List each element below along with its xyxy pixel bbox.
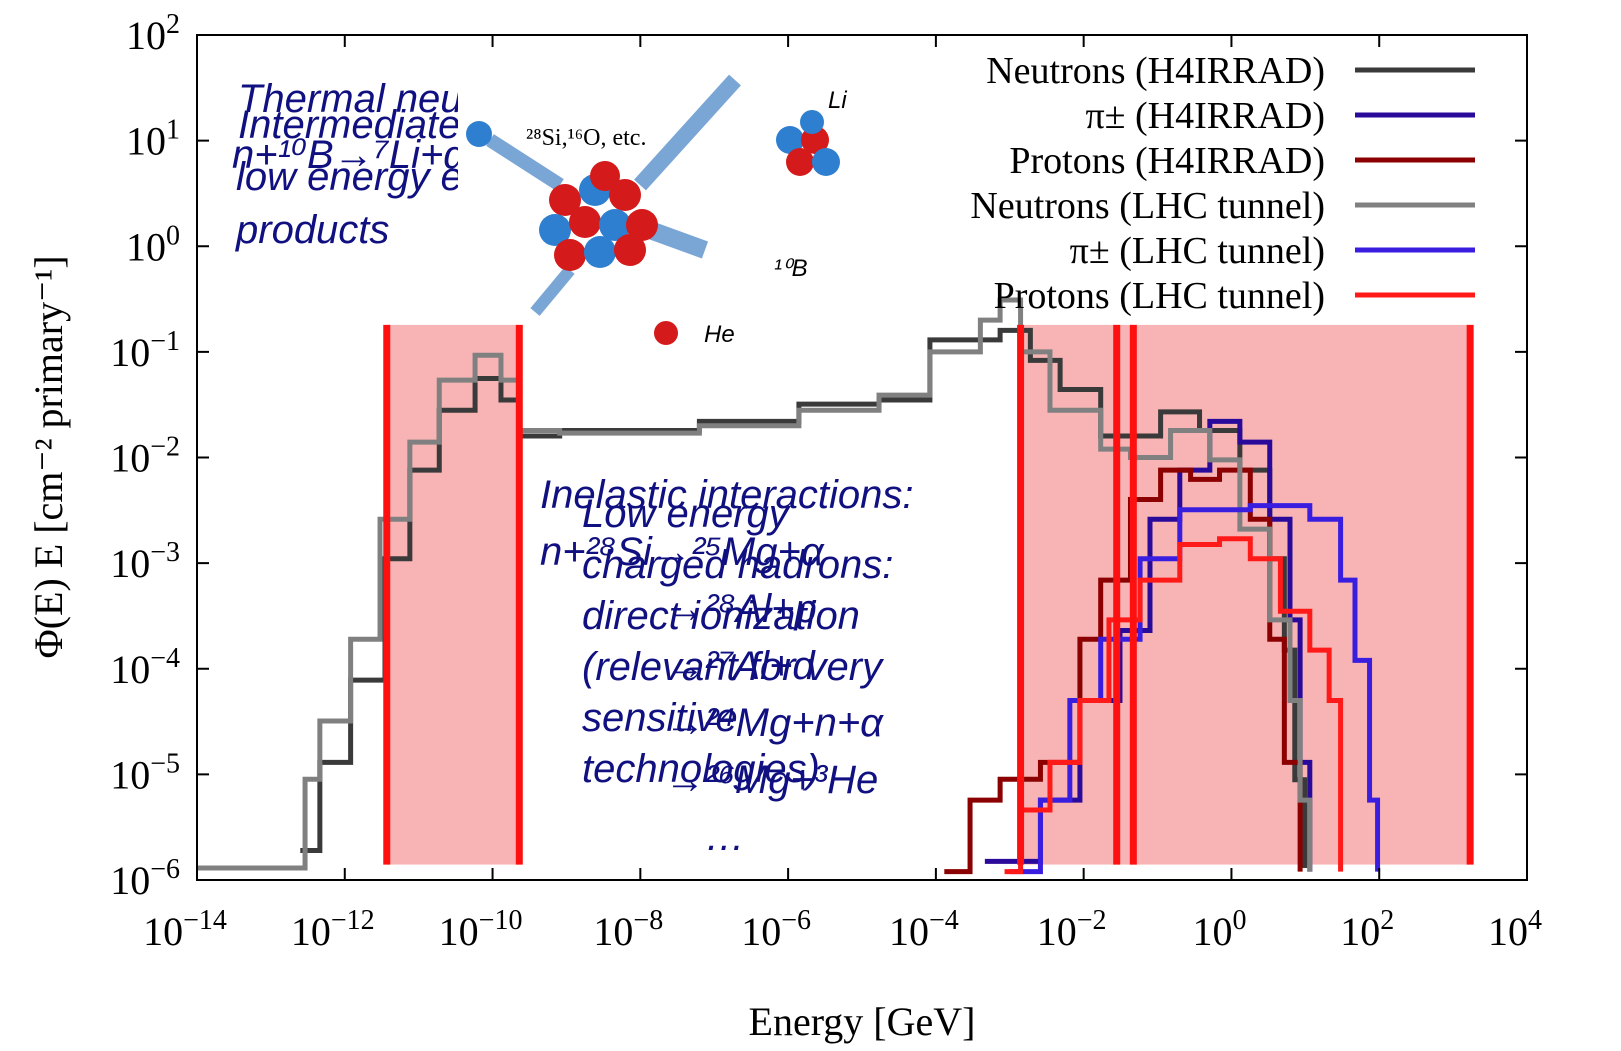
nucleon bbox=[554, 239, 586, 271]
nucleon bbox=[786, 148, 814, 176]
annotation-line: →²⁶Mg+³He bbox=[665, 758, 878, 802]
annotation-line: … bbox=[705, 815, 745, 859]
annotation-line: n+¹⁰B→⁷Li+α bbox=[232, 133, 467, 177]
y-tick-label: 10−3 bbox=[110, 537, 180, 586]
x-tick-label: 10−14 bbox=[143, 905, 227, 954]
nucleon bbox=[614, 234, 646, 266]
image-label: ¹⁰B bbox=[774, 255, 808, 282]
legend: Neutrons (H4IRRAD)π± (H4IRRAD)Protons (H… bbox=[970, 50, 1475, 317]
x-tick-label: 100 bbox=[1192, 905, 1246, 954]
li-fragment bbox=[776, 110, 840, 176]
arrow bbox=[634, 74, 741, 191]
x-tick-label: 10−12 bbox=[291, 905, 375, 954]
x-tick-label: 10−4 bbox=[889, 905, 959, 954]
nucleus bbox=[539, 161, 658, 271]
nucleon bbox=[800, 110, 824, 134]
series-line bbox=[1009, 503, 1381, 875]
annotation-line: technologies) bbox=[582, 747, 820, 791]
x-axis-label: Energy [GeV] bbox=[749, 999, 976, 1044]
regions bbox=[386, 324, 1471, 865]
nucleon bbox=[569, 206, 601, 238]
he-fragment bbox=[654, 321, 678, 345]
y-tick-label: 10−6 bbox=[110, 854, 180, 903]
legend-label: Protons (LHC tunnel) bbox=[994, 275, 1325, 317]
annotation-line: n+²⁸Si→²⁵Mg+α bbox=[540, 530, 825, 574]
annotation-line: Inelastic interactions: bbox=[540, 473, 914, 517]
annotation-inelastic: Inelastic interactions: n+²⁸Si→²⁵Mg+α →²⁸A… bbox=[540, 473, 914, 859]
y-tick-label: 10−1 bbox=[110, 326, 180, 375]
legend-label: π± (LHC tunnel) bbox=[1070, 230, 1325, 272]
nucleon bbox=[812, 148, 840, 176]
y-tick-label: 100 bbox=[126, 220, 180, 269]
annotation-line: sensitive bbox=[582, 696, 738, 740]
image-label: ²⁸Si,¹⁶O, etc. bbox=[526, 125, 646, 151]
y-tick-label: 101 bbox=[126, 115, 180, 164]
nucleon bbox=[539, 214, 571, 246]
vlines bbox=[383, 324, 1474, 865]
x-tick-label: 10−10 bbox=[439, 905, 523, 954]
y-tick-label: 10−5 bbox=[110, 748, 180, 797]
annotation-line: (relevant for very bbox=[582, 645, 885, 689]
x-tick-label: 10−8 bbox=[593, 905, 663, 954]
nucleon bbox=[549, 184, 581, 216]
y-axis-label: Φ(E) E [cm⁻² primary⁻¹] bbox=[26, 255, 71, 658]
x-tick-label: 10−6 bbox=[741, 905, 811, 954]
annotation-line: products bbox=[235, 208, 389, 252]
nucleon bbox=[626, 209, 658, 241]
image-label: Li bbox=[828, 87, 847, 114]
ticks: 10−14 10−12 10−10 10−8 10−6 10−4 10−2 100 102 104… bbox=[110, 9, 1542, 954]
shaded-region bbox=[1020, 324, 1471, 865]
nucleon bbox=[776, 126, 804, 154]
annotation-line: →²⁸Al+p bbox=[665, 587, 817, 631]
annotation-thermal: Thermal neutrons: n+¹⁰B→⁷Li+α bbox=[232, 77, 563, 177]
shaded-region bbox=[386, 324, 520, 865]
nucleon bbox=[609, 179, 641, 211]
annotation-charged: Low energy charged hadrons: direct ionizat… bbox=[582, 492, 893, 791]
annotation-line: →²⁷Al+d bbox=[665, 644, 816, 688]
y-tick-label: 10−4 bbox=[110, 643, 180, 692]
nucleon bbox=[599, 209, 631, 241]
legend-label: Neutrons (LHC tunnel) bbox=[970, 185, 1325, 227]
annotation-line: →²⁴Mg+n+α bbox=[665, 701, 884, 745]
annotation-line: direct ionization bbox=[582, 594, 860, 638]
arrow bbox=[530, 266, 575, 316]
annotation-line: Low energy bbox=[582, 492, 792, 536]
nucleus-illustration: ²⁸Si,¹⁶O, etc. Li ¹⁰B He bbox=[458, 60, 868, 348]
x-tick-label: 102 bbox=[1340, 905, 1394, 954]
legend-label: π± (H4IRRAD) bbox=[1085, 95, 1325, 137]
arrow bbox=[646, 221, 709, 259]
legend-label: Neutrons (H4IRRAD) bbox=[986, 50, 1325, 92]
legend-label: Protons (H4IRRAD) bbox=[1009, 140, 1325, 182]
series-line bbox=[1004, 536, 1344, 875]
nucleon bbox=[584, 236, 616, 268]
arrow bbox=[486, 134, 564, 191]
neutron bbox=[466, 121, 492, 147]
annotation-line: charged hadrons: bbox=[582, 543, 893, 587]
y-tick-label: 102 bbox=[126, 9, 180, 58]
y-tick-label: 10−2 bbox=[110, 432, 180, 481]
x-tick-label: 104 bbox=[1488, 905, 1542, 954]
image-label: He bbox=[704, 321, 735, 348]
x-tick-label: 10−2 bbox=[1037, 905, 1107, 954]
nucleon bbox=[590, 161, 620, 191]
